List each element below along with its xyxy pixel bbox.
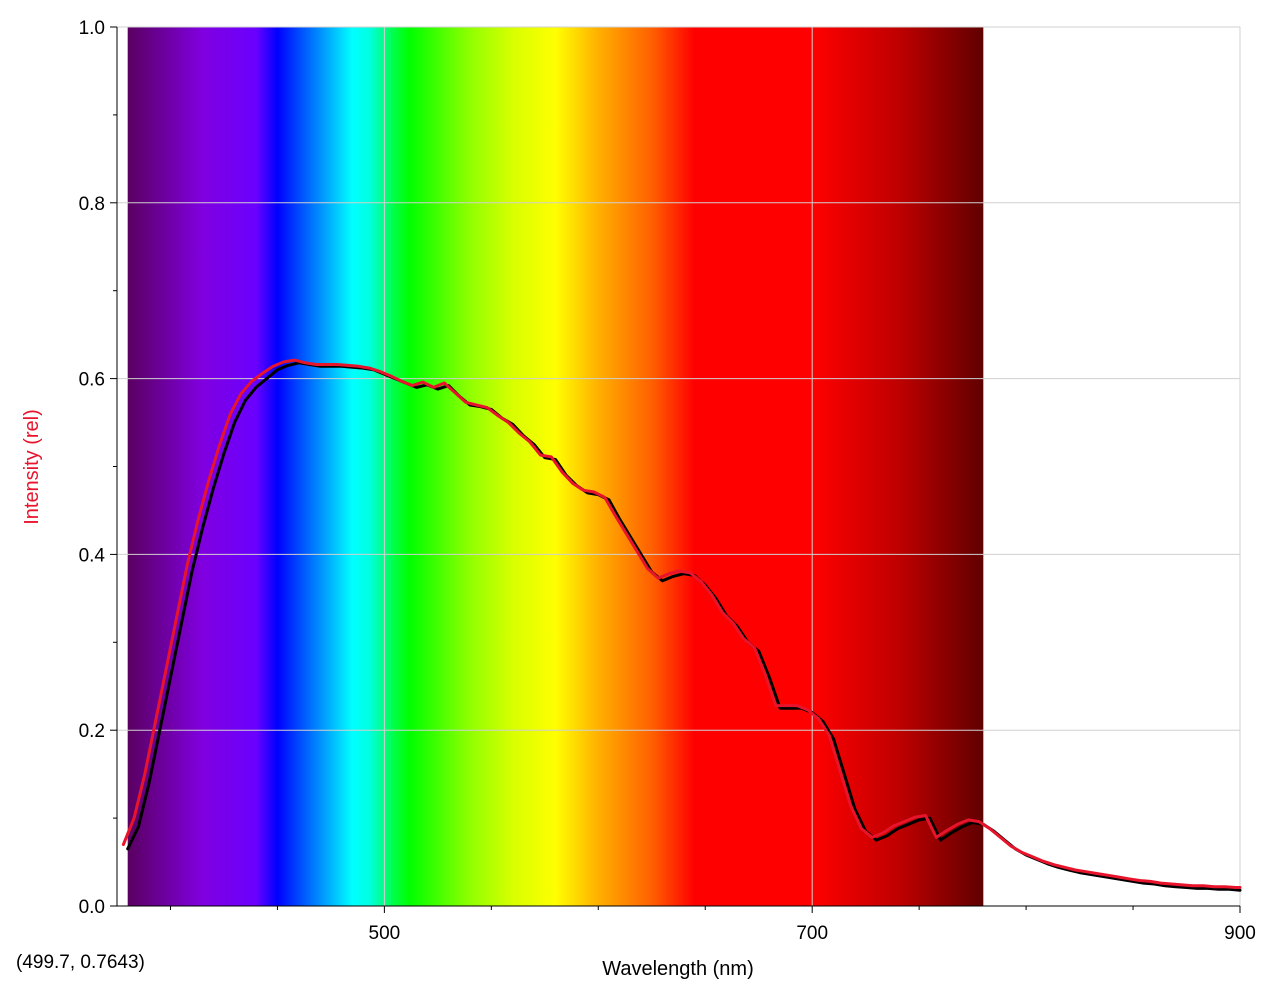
y-axis-title: Intensity (rel) [21, 409, 43, 525]
x-tick-label: 700 [796, 923, 828, 944]
y-tick-label: 0.8 [79, 194, 105, 215]
plot-area [117, 27, 1240, 906]
x-tick-label: 500 [369, 923, 401, 944]
y-tick-label: 0.0 [79, 897, 105, 918]
series-line-2 [121, 358, 1242, 889]
cursor-coordinate-readout: (499.7, 0.7643) [16, 952, 145, 973]
grid-lines [117, 26, 1241, 906]
x-tick-label: 900 [1224, 923, 1256, 944]
axes [110, 26, 1241, 913]
y-tick-label: 0.2 [79, 721, 105, 742]
data-series [121, 358, 1242, 892]
x-axis-title: Wavelength (nm) [602, 958, 754, 980]
y-tick-label: 0.6 [79, 370, 105, 391]
visible-spectrum-band [127, 27, 984, 906]
tick-labels: 0.0 0.2 0.4 0.6 0.8 1.0 500 700 900 [79, 18, 1256, 944]
y-tick-label: 1.0 [79, 18, 105, 39]
y-tick-label: 0.4 [79, 545, 106, 566]
